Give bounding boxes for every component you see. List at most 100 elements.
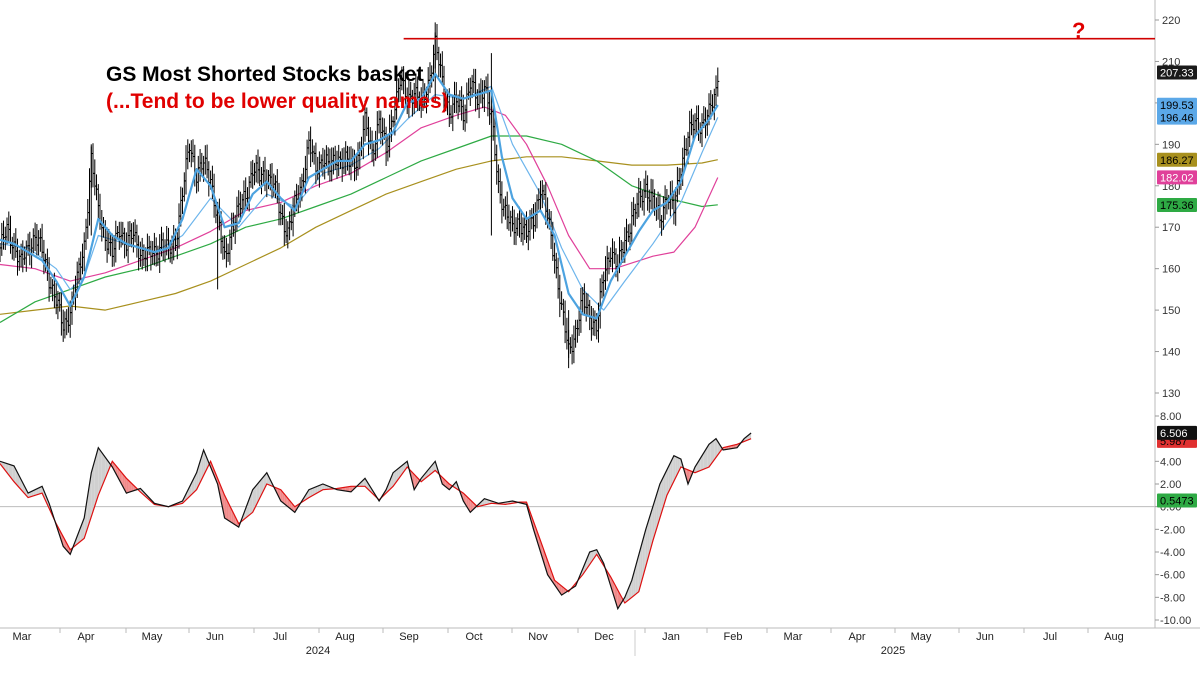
oscillator-fill-segment — [673, 455, 676, 482]
oscillator-fill-segment — [194, 472, 197, 492]
year-label-2025: 2025 — [881, 645, 905, 657]
oscillator-fill-segment — [486, 499, 488, 505]
price-y-tick-label: 170 — [1162, 222, 1180, 234]
price-value-badge: 186.27 — [1160, 155, 1194, 167]
ma-200-line — [0, 135, 718, 324]
oscillator-fill-segment — [268, 476, 271, 486]
oscillator-fill-segment — [312, 487, 315, 496]
oscillator-fill-segment — [200, 455, 202, 483]
oscillator-fill-segment — [347, 486, 350, 492]
oscillator-fill-segment — [705, 447, 708, 469]
x-month-label: Jun — [976, 631, 994, 643]
oscillator-fill-segment — [1, 461, 4, 469]
oscillator-value-badge-bg — [1157, 493, 1197, 508]
oscillator-fill-segment — [229, 506, 232, 523]
oscillator-fill-segment — [258, 481, 260, 502]
oscillator-fill-segment — [33, 489, 36, 496]
oscillator-fill-segment — [589, 551, 592, 565]
oscillator-fill-segment — [35, 488, 37, 496]
oscillator-fill-segment — [617, 590, 620, 609]
oscillator-fill-segment — [203, 450, 206, 476]
oscillator-fill-segment — [651, 506, 653, 547]
oscillator-fill-segment — [533, 521, 536, 535]
price-value-badge: 182.02 — [1160, 172, 1194, 184]
oscillator-fill-segment — [93, 460, 95, 512]
price-value-badge: 207.33 — [1160, 68, 1194, 80]
oscillator-fill-segment — [221, 486, 223, 510]
oscillator-fill-segment — [321, 484, 323, 491]
oscillator-fill-segment — [256, 483, 258, 506]
oscillator-fill-segment — [259, 479, 262, 499]
price-y-tick-label: 220 — [1162, 15, 1180, 27]
ma-medium-line — [0, 85, 719, 311]
oscillator-value-badge: 6.506 — [1160, 428, 1188, 440]
price-value-badge-bg — [1157, 65, 1197, 80]
oscillator-y-tick-label: -4.00 — [1160, 547, 1185, 559]
oscillator-fill-segment — [637, 554, 639, 594]
oscillator-fill-segment — [468, 498, 471, 513]
oscillator-fill-segment — [638, 548, 641, 592]
oscillator-fill-segment — [633, 567, 636, 596]
oscillator-fill-segment — [315, 486, 318, 494]
x-month-label: Jun — [206, 631, 224, 643]
oscillator-fill-segment — [635, 561, 638, 595]
oscillator-fill-segment — [649, 512, 652, 554]
x-month-label: Aug — [335, 631, 355, 643]
x-month-label: Jul — [273, 631, 287, 643]
oscillator-fill-segment — [398, 467, 401, 479]
oscillator-fill-segment — [129, 481, 132, 492]
oscillator-y-tick-label: 0.00 — [1160, 502, 1181, 514]
oscillator-y-tick-label: 4.00 — [1160, 456, 1181, 468]
oscillator-fill-segment — [677, 457, 680, 475]
oscillator-fill-segment — [642, 535, 645, 579]
x-month-label: Sep — [399, 631, 419, 643]
oscillator-fill-segment — [8, 464, 11, 478]
price-y-tick-label: 140 — [1162, 347, 1180, 359]
oscillator-fill-segment — [594, 549, 597, 557]
x-month-label: May — [142, 631, 163, 643]
oscillator-fill-segment — [712, 440, 715, 463]
oscillator-fill-segment — [344, 487, 346, 492]
price-y-tick-label: 190 — [1162, 139, 1180, 151]
price-y-tick-label: 160 — [1162, 264, 1180, 276]
price-value-badge: 199.53 — [1160, 100, 1194, 112]
oscillator-fill-segment — [672, 455, 674, 485]
price-y-tick-label: 150 — [1162, 305, 1180, 317]
oscillator-value-badge-bg — [1157, 425, 1197, 440]
oscillator-value-badge: 0.5473 — [1160, 496, 1194, 508]
oscillator-fill-segment — [252, 487, 255, 513]
oscillator-fill-segment — [393, 471, 395, 487]
oscillator-fill-segment — [201, 450, 204, 479]
oscillator-fill-segment — [733, 444, 736, 449]
oscillator-fill-segment — [224, 495, 227, 520]
oscillator-fill-segment — [15, 469, 18, 486]
oscillator-fill-segment — [261, 476, 264, 495]
oscillator-y-tick-label: 8.00 — [1160, 411, 1181, 423]
oscillator-fill-segment — [319, 484, 322, 492]
oscillator-fill-segment — [394, 469, 397, 484]
oscillator-fill-segment — [77, 531, 79, 545]
oscillator-fill-segment — [284, 493, 287, 506]
oscillator-fill-segment — [308, 489, 311, 498]
oscillator-fill-segment — [128, 480, 130, 493]
oscillator-fill-segment — [400, 465, 402, 477]
oscillator-fill-segment — [349, 486, 351, 492]
oscillator-fill-segment — [714, 438, 716, 460]
oscillator-fill-segment — [38, 487, 41, 495]
oscillator-fill-segment — [700, 455, 702, 471]
oscillator-fill-segment — [254, 485, 257, 509]
oscillator-fill-segment — [280, 489, 283, 503]
oscillator-fill-segment — [122, 474, 125, 490]
year-label-2024: 2024 — [306, 645, 330, 657]
oscillator-fill-segment — [235, 516, 237, 526]
oscillator-fill-segment — [98, 447, 100, 496]
x-month-label: Mar — [13, 631, 32, 643]
oscillator-fill-segment — [342, 487, 344, 491]
price-value-badge: 196.46 — [1160, 113, 1194, 125]
oscillator-fill-segment — [96, 447, 99, 501]
oscillator-fill-segment — [251, 489, 253, 514]
question-annotation: ? — [1072, 18, 1085, 43]
oscillator-fill-segment — [668, 462, 671, 492]
